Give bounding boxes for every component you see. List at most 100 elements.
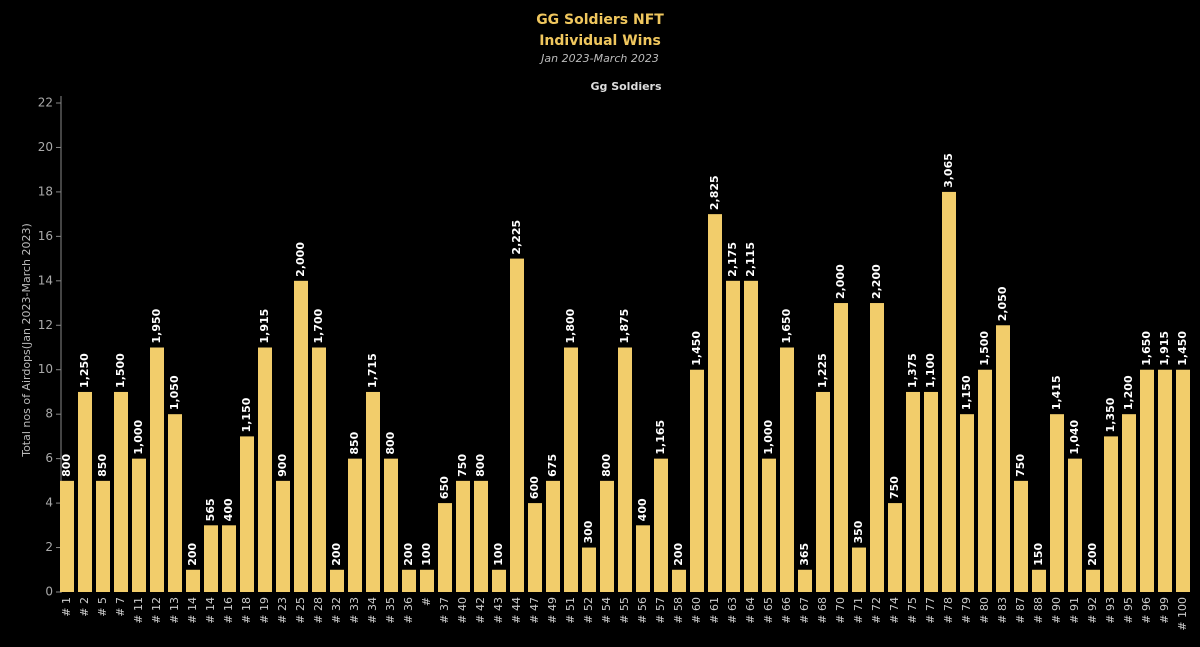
data-label: 2,225 bbox=[510, 220, 523, 255]
x-tick-label: # 56 bbox=[636, 597, 649, 624]
bar bbox=[852, 547, 866, 592]
x-tick-label: # 40 bbox=[456, 597, 469, 624]
data-label: 1,350 bbox=[1104, 397, 1117, 432]
data-label: 1,150 bbox=[240, 397, 253, 432]
bar bbox=[1176, 369, 1190, 592]
x-tick-label: # 25 bbox=[294, 597, 307, 624]
bar bbox=[798, 569, 812, 592]
x-tick-label: # 37 bbox=[438, 597, 451, 624]
x-tick-label: # 34 bbox=[366, 597, 379, 624]
x-tick-label: # 77 bbox=[924, 597, 937, 624]
data-label: 200 bbox=[1086, 542, 1099, 565]
data-label: 1,875 bbox=[618, 309, 631, 344]
x-tick-label: # 87 bbox=[1014, 597, 1027, 624]
data-label: 675 bbox=[546, 454, 559, 477]
x-tick-label: # 32 bbox=[330, 597, 343, 624]
x-tick-label: # 13 bbox=[168, 597, 181, 624]
data-label: 1,150 bbox=[960, 375, 973, 410]
y-tick-label: 22 bbox=[38, 96, 53, 110]
data-label: 1,500 bbox=[978, 331, 991, 366]
data-label: 850 bbox=[96, 454, 109, 477]
x-tick-label: # 14 bbox=[186, 597, 199, 624]
data-label: 1,950 bbox=[150, 308, 163, 343]
bar bbox=[618, 347, 632, 592]
bar bbox=[960, 414, 974, 592]
data-label: 800 bbox=[384, 431, 397, 454]
data-label: 750 bbox=[456, 454, 469, 477]
x-tick-label: # 74 bbox=[888, 597, 901, 624]
data-label: 1,700 bbox=[312, 308, 325, 343]
x-tick-label: # 51 bbox=[564, 597, 577, 624]
bar bbox=[1050, 414, 1064, 592]
bar bbox=[888, 503, 902, 592]
data-label: 1,500 bbox=[114, 353, 127, 388]
x-tick-label: # 91 bbox=[1068, 597, 1081, 624]
data-label: 1,915 bbox=[258, 309, 271, 344]
y-tick-label: 8 bbox=[45, 407, 53, 421]
bar bbox=[546, 480, 560, 592]
x-tick-label: # 92 bbox=[1086, 597, 1099, 624]
data-label: 100 bbox=[492, 542, 505, 565]
bar bbox=[1140, 369, 1154, 592]
x-tick-label: # 61 bbox=[708, 597, 721, 624]
bar bbox=[348, 458, 362, 592]
data-label: 900 bbox=[276, 454, 289, 477]
data-label: 3,065 bbox=[942, 153, 955, 188]
x-tick-label: # 12 bbox=[150, 597, 163, 624]
data-label: 400 bbox=[222, 498, 235, 521]
bar bbox=[726, 280, 740, 592]
bar bbox=[294, 280, 308, 592]
x-tick-label: # 71 bbox=[852, 597, 865, 624]
bar bbox=[474, 480, 488, 592]
bar bbox=[186, 569, 200, 592]
data-label: 150 bbox=[1032, 542, 1045, 565]
bar bbox=[1158, 369, 1172, 592]
x-tick-label: # bbox=[420, 597, 433, 606]
x-tick-label: # 95 bbox=[1122, 597, 1135, 624]
x-tick-label: # 67 bbox=[798, 597, 811, 624]
x-tick-label: # 2 bbox=[78, 597, 91, 617]
bar bbox=[924, 391, 938, 592]
x-tick-label: # 100 bbox=[1176, 597, 1189, 631]
bar bbox=[600, 480, 614, 592]
x-tick-label: # 19 bbox=[258, 597, 271, 624]
y-tick-label: 4 bbox=[45, 496, 53, 510]
data-label: 2,000 bbox=[834, 264, 847, 299]
data-label: 1,040 bbox=[1068, 419, 1081, 454]
data-label: 1,650 bbox=[780, 308, 793, 343]
y-tick-label: 20 bbox=[38, 140, 53, 154]
data-label: 1,000 bbox=[132, 419, 145, 454]
x-tick-label: # 78 bbox=[942, 597, 955, 624]
bar bbox=[744, 280, 758, 592]
data-label: 350 bbox=[852, 520, 865, 543]
data-label: 1,225 bbox=[816, 353, 829, 388]
data-label: 600 bbox=[528, 476, 541, 499]
header: Gg Soldiers bbox=[590, 80, 662, 93]
bar bbox=[222, 525, 236, 592]
bar bbox=[204, 525, 218, 592]
data-label: 1,800 bbox=[564, 308, 577, 343]
x-tick-label: # 55 bbox=[618, 597, 631, 624]
bar bbox=[906, 391, 920, 592]
x-tick-label: # 60 bbox=[690, 597, 703, 624]
bar bbox=[330, 569, 344, 592]
x-tick-label: # 7 bbox=[114, 597, 127, 617]
data-label: 200 bbox=[402, 542, 415, 565]
bar bbox=[564, 347, 578, 592]
bar bbox=[816, 391, 830, 592]
x-tick-label: # 1 bbox=[60, 597, 73, 617]
bar bbox=[456, 480, 470, 592]
data-label: 2,050 bbox=[996, 286, 1009, 321]
data-label: 300 bbox=[582, 520, 595, 543]
data-label: 1,050 bbox=[168, 375, 181, 410]
y-tick-label: 12 bbox=[38, 318, 53, 332]
bar bbox=[312, 347, 326, 592]
chart-subtitle: Individual Wins bbox=[539, 33, 661, 49]
x-tick-label: # 44 bbox=[510, 597, 523, 624]
data-label: 2,175 bbox=[726, 242, 739, 277]
x-tick-label: # 36 bbox=[402, 597, 415, 624]
data-label: 1,100 bbox=[924, 353, 937, 388]
data-label: 200 bbox=[186, 542, 199, 565]
data-label: 1,000 bbox=[762, 419, 775, 454]
